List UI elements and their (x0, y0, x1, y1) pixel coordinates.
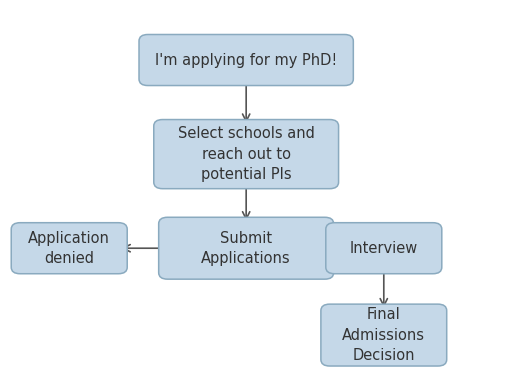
FancyBboxPatch shape (154, 120, 338, 188)
Text: I'm applying for my PhD!: I'm applying for my PhD! (155, 52, 337, 67)
FancyBboxPatch shape (139, 35, 353, 86)
Text: Interview: Interview (350, 241, 418, 256)
Text: Application
denied: Application denied (28, 230, 110, 266)
Text: Submit
Applications: Submit Applications (201, 230, 291, 266)
FancyBboxPatch shape (321, 304, 446, 366)
Text: Final
Admissions
Decision: Final Admissions Decision (343, 307, 425, 363)
FancyBboxPatch shape (11, 223, 127, 274)
FancyBboxPatch shape (159, 217, 334, 279)
Text: Select schools and
reach out to
potential PIs: Select schools and reach out to potentia… (178, 126, 314, 182)
FancyBboxPatch shape (326, 223, 442, 274)
